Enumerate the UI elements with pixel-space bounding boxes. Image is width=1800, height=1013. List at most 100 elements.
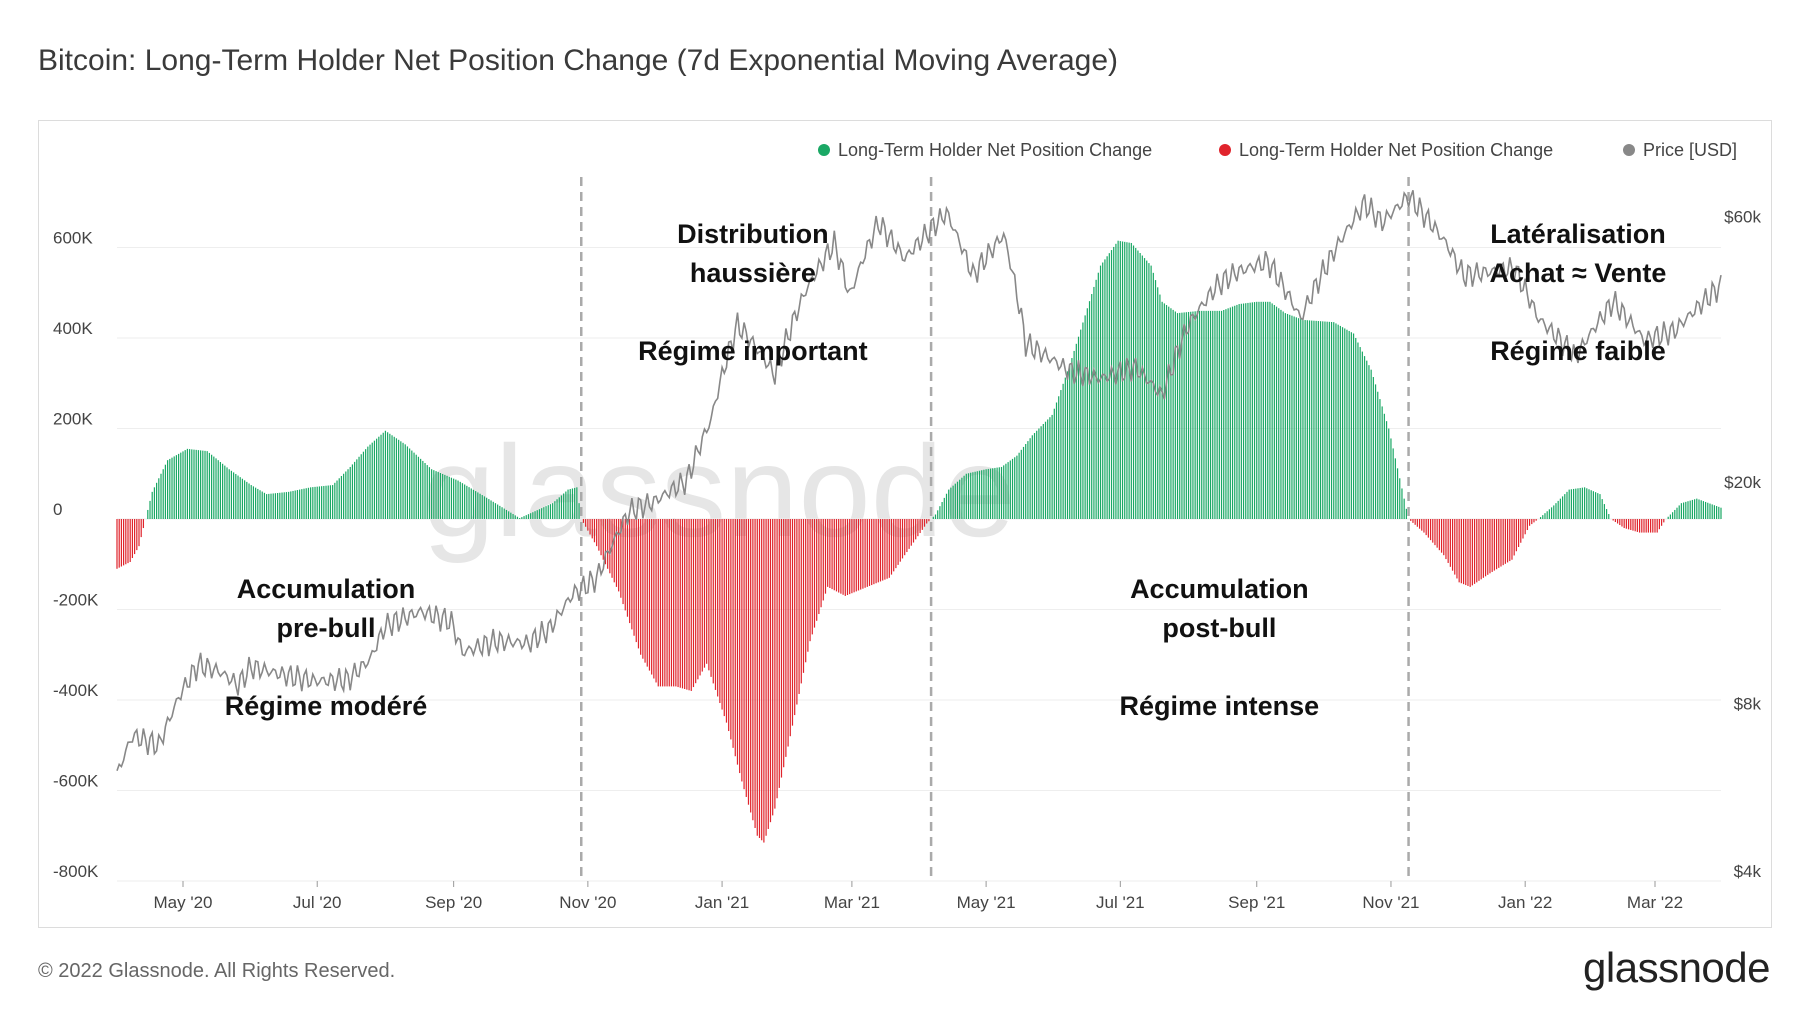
net-position-bar bbox=[890, 519, 893, 575]
net-position-bar bbox=[1278, 308, 1280, 519]
net-position-bar bbox=[1462, 519, 1465, 585]
net-position-bar bbox=[1097, 272, 1099, 519]
net-position-bar bbox=[948, 489, 950, 519]
net-position-bar bbox=[1443, 519, 1445, 556]
annotations-group: Accumulation pre-bull Régime modéré Distrib… bbox=[225, 219, 1667, 721]
gridlines bbox=[117, 247, 1721, 882]
net-position-bar bbox=[327, 485, 329, 519]
net-position-bar bbox=[1654, 519, 1656, 533]
net-position-bar bbox=[1511, 519, 1513, 560]
net-position-bar bbox=[1531, 519, 1533, 525]
x-tick-label: May '21 bbox=[957, 893, 1016, 912]
net-position-bar bbox=[1229, 307, 1231, 519]
net-position-bar bbox=[404, 444, 406, 519]
annotation-text: Achat ≈ Vente bbox=[1490, 258, 1667, 288]
net-position-bar bbox=[228, 469, 230, 519]
net-position-bar bbox=[534, 511, 536, 519]
net-position-bar bbox=[120, 519, 123, 567]
net-position-bar bbox=[563, 493, 565, 519]
net-position-bar bbox=[893, 519, 895, 572]
net-position-bar bbox=[151, 491, 153, 519]
net-position-bar bbox=[1099, 265, 1102, 519]
net-position-bar bbox=[1253, 302, 1256, 519]
net-position-bar bbox=[1381, 406, 1383, 519]
net-position-bar bbox=[1143, 258, 1146, 519]
net-position-bar bbox=[1467, 519, 1469, 586]
net-position-bar bbox=[1709, 503, 1711, 519]
net-position-bar bbox=[1645, 519, 1647, 533]
net-position-bar bbox=[1638, 519, 1641, 533]
net-position-bar bbox=[244, 480, 246, 519]
net-position-bar bbox=[1592, 491, 1594, 519]
net-position-bar bbox=[136, 519, 138, 551]
net-position-bar bbox=[730, 519, 732, 740]
net-position-bar bbox=[1594, 492, 1597, 519]
net-position-bar bbox=[723, 519, 725, 717]
net-position-bar bbox=[615, 519, 618, 587]
net-position-bar bbox=[125, 519, 127, 565]
net-position-bar bbox=[996, 467, 998, 519]
net-position-bar bbox=[538, 509, 541, 519]
net-position-bar bbox=[420, 458, 422, 519]
net-position-bar bbox=[178, 453, 180, 519]
net-position-bar bbox=[679, 519, 681, 688]
net-position-bar bbox=[1370, 369, 1372, 519]
net-position-bar bbox=[268, 493, 270, 519]
net-position-bar bbox=[1689, 500, 1691, 519]
net-position-bar bbox=[349, 466, 351, 519]
net-position-bar bbox=[1038, 428, 1040, 519]
net-position-bar bbox=[1216, 310, 1218, 519]
net-position-bar bbox=[983, 469, 985, 519]
net-position-bar bbox=[211, 454, 213, 519]
net-position-bar bbox=[1093, 286, 1095, 519]
net-position-bar bbox=[494, 503, 497, 519]
net-position-bar bbox=[662, 519, 664, 687]
net-position-bar bbox=[1102, 262, 1104, 519]
net-position-bar bbox=[129, 519, 131, 562]
net-position-bar bbox=[849, 519, 851, 595]
net-position-bar bbox=[688, 519, 690, 691]
net-position-bar bbox=[613, 519, 615, 583]
net-position-bar bbox=[1465, 519, 1467, 586]
net-position-bar bbox=[1392, 448, 1394, 519]
net-position-bar bbox=[1260, 301, 1262, 519]
price-line-group bbox=[116, 190, 1722, 772]
net-position-bar bbox=[750, 519, 752, 813]
net-position-bar bbox=[624, 519, 626, 611]
net-position-bar bbox=[149, 500, 151, 519]
net-position-bar bbox=[1674, 509, 1676, 519]
net-position-bar bbox=[1031, 435, 1033, 519]
net-position-bar bbox=[1157, 287, 1159, 519]
net-position-bar bbox=[142, 519, 145, 529]
net-position-bar bbox=[1154, 280, 1157, 519]
net-position-bar bbox=[1251, 302, 1253, 519]
net-position-bar bbox=[791, 519, 794, 726]
net-position-bar bbox=[1350, 332, 1352, 519]
net-position-bar bbox=[1597, 493, 1599, 519]
net-position-bar bbox=[239, 477, 241, 519]
net-position-bar bbox=[1295, 317, 1297, 519]
net-position-bar bbox=[734, 519, 736, 757]
legend-marker bbox=[818, 144, 830, 156]
net-position-bar bbox=[193, 449, 195, 519]
net-position-bar bbox=[970, 472, 972, 519]
net-position-bar bbox=[884, 519, 886, 580]
net-position-bar bbox=[1179, 312, 1181, 519]
net-position-bar bbox=[752, 519, 754, 821]
net-position-bar bbox=[505, 509, 508, 519]
net-position-bar bbox=[472, 489, 475, 519]
net-position-bar bbox=[1377, 391, 1379, 519]
net-position-bar bbox=[400, 441, 402, 519]
net-position-bar bbox=[1172, 309, 1174, 519]
net-position-bar bbox=[635, 519, 637, 643]
net-position-bar bbox=[1676, 507, 1678, 519]
net-position-bar bbox=[411, 450, 413, 519]
net-position-bar bbox=[633, 519, 635, 636]
net-position-bar bbox=[395, 438, 398, 519]
net-position-bar bbox=[833, 519, 835, 591]
net-position-bar bbox=[725, 519, 728, 723]
net-position-bar bbox=[336, 480, 338, 519]
net-position-bar bbox=[1533, 519, 1535, 523]
net-position-bar bbox=[222, 463, 224, 519]
net-position-bar bbox=[1106, 256, 1108, 519]
